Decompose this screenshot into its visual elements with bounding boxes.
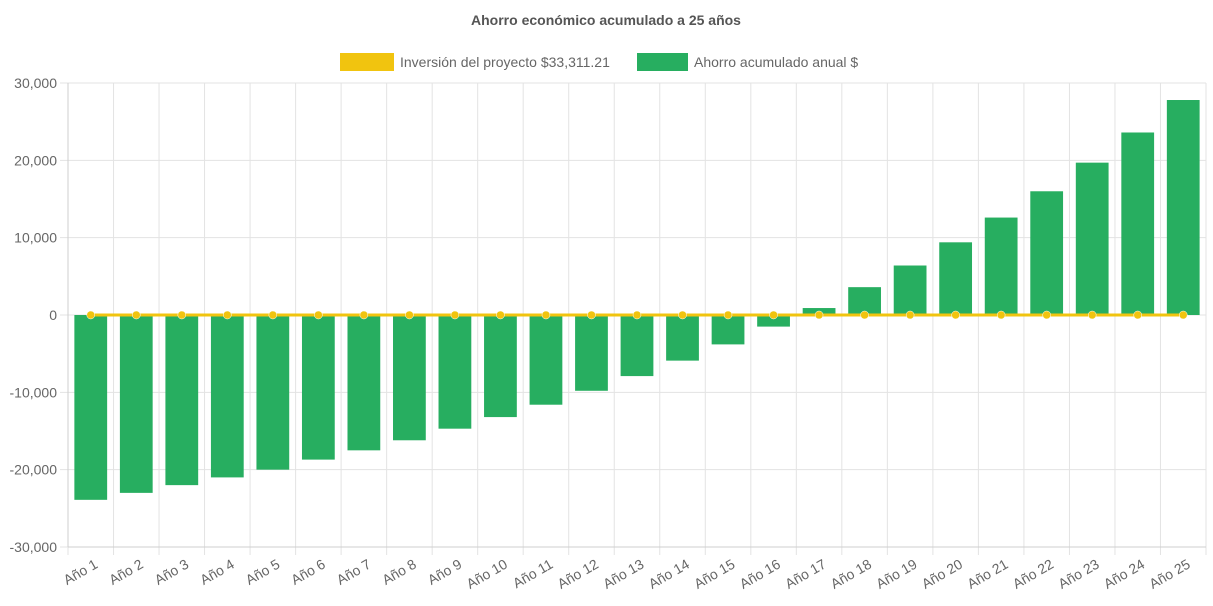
line-point [1133,310,1142,320]
line-point [1087,310,1097,320]
y-tick-label: -20,000 [10,462,58,478]
line-point [223,310,232,320]
x-tick-label: Año 7 [334,556,374,588]
x-tick-label: Año 5 [243,556,283,588]
legend: Inversión del proyecto $33,311.21 Ahorro… [340,53,858,71]
line-point [769,310,778,320]
chart-title: Ahorro económico acumulado a 25 años [471,12,741,28]
bar [848,287,881,315]
y-axis: 30,000 20,000 10,000 0 -10,000 -20,000 -30,000 [10,75,69,555]
x-tick-label: Año 12 [555,556,602,592]
x-tick-label: Año 6 [288,556,328,588]
line-point [132,310,141,320]
legend-item-investment[interactable]: Inversión del proyecto $33,311.21 [340,53,610,71]
line-point [405,310,414,320]
line-series [86,310,1188,320]
x-tick-label: Año 21 [964,556,1011,592]
x-tick-label: Año 22 [1010,556,1057,592]
line-point [496,310,505,320]
x-tick-label: Año 4 [197,556,237,588]
line-point [86,310,96,320]
line-point [1178,310,1188,320]
x-tick-label: Año 24 [1101,556,1148,592]
bar [575,315,608,391]
line-point [723,310,733,320]
x-tick-label: Año 2 [106,556,146,588]
y-tick-label: 0 [49,307,57,323]
line-point [632,310,642,320]
y-tick-label: 10,000 [14,230,57,246]
line-point [587,310,596,320]
line-point [905,310,915,320]
legend-swatch-savings [637,53,688,71]
bar [1030,191,1064,315]
line-point [678,310,687,320]
line-point [541,310,551,320]
grid [60,82,1207,555]
bar [256,315,290,470]
x-tick-label: Año 11 [510,556,556,592]
y-tick-label: -10,000 [10,384,58,400]
x-tick-label: Año 25 [1146,556,1193,592]
x-tick-label: Año 18 [828,556,875,592]
bar [1075,162,1109,315]
y-tick-label: 30,000 [14,75,57,91]
bar [210,315,244,478]
line-point [359,310,369,320]
y-tick-label: 20,000 [14,152,57,168]
line-point [450,310,460,320]
bar [620,315,654,377]
bar [666,315,699,361]
x-tick-label: Año 20 [919,556,966,592]
bar [1166,100,1200,315]
bar [757,315,790,327]
line-point [996,310,1006,320]
y-tick-label: -30,000 [10,539,58,555]
x-tick-label: Año 16 [737,556,784,592]
bar [484,315,517,418]
line-point [814,310,824,320]
bar [893,265,927,315]
x-tick-label: Año 19 [873,556,920,592]
bar [711,315,745,345]
line-point [860,310,869,320]
x-tick-label: Año 3 [152,556,192,588]
x-tick-label: Año 17 [782,556,829,592]
x-tick-label: Año 10 [464,556,511,592]
line-point [1042,310,1051,320]
x-tick-label: Año 1 [61,556,101,588]
bar [1121,132,1155,315]
legend-label-investment: Inversión del proyecto $33,311.21 [400,54,610,70]
x-tick-label: Año 8 [379,556,419,588]
bar [984,217,1018,315]
bar [393,315,426,441]
bar [438,315,472,429]
line-point [314,310,323,320]
line-point [951,310,960,320]
x-tick-label: Año 14 [646,556,693,592]
line-point [268,310,278,320]
bar [347,315,381,451]
bar [939,242,973,315]
legend-item-savings[interactable]: Ahorro acumulado anual $ [637,53,858,71]
bar-series [74,100,1200,500]
x-tick-label: Año 23 [1055,556,1102,592]
bar [301,315,335,460]
x-tick-label: Año 13 [600,556,647,592]
legend-label-savings: Ahorro acumulado anual $ [694,54,858,70]
bar [165,315,199,486]
x-axis: Año 1 Año 2 Año 3 Año 4 Año 5 Año 6 Año 7 Año 8… [61,546,1206,592]
x-tick-label: Año 15 [691,556,738,592]
bar [529,315,563,405]
line-point [177,310,187,320]
x-tick-label: Año 9 [425,556,465,588]
bar [119,315,153,493]
bar [74,315,108,500]
legend-swatch-investment [340,53,394,71]
